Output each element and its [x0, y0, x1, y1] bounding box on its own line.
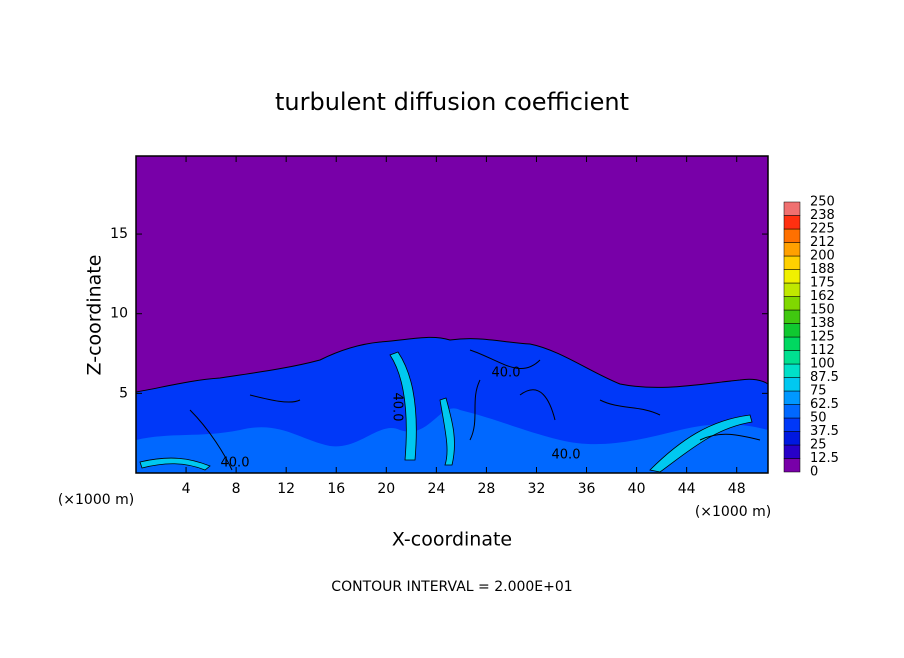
- contour-label: 40.0: [390, 393, 405, 422]
- colorbar-label: 50: [810, 411, 827, 426]
- colorbar-label: 0: [810, 465, 818, 480]
- x-unit: (×1000 m): [695, 504, 771, 520]
- x-axis-label: X-coordinate: [392, 529, 512, 551]
- contour-label: 40.0: [552, 448, 581, 463]
- x-tick-label: 24: [427, 481, 445, 497]
- x-tick-label: 36: [578, 481, 596, 497]
- y-tick-label: 5: [119, 385, 128, 401]
- colorbar-label: 62.5: [810, 397, 839, 412]
- x-tick-label: 32: [528, 481, 546, 497]
- chart-title: turbulent diffusion coefficient: [275, 88, 629, 116]
- colorbar-swatch: [783, 336, 801, 351]
- x-tick-label: 4: [182, 481, 191, 497]
- colorbar-label: 87.5: [810, 370, 839, 385]
- colorbar-swatch: [783, 242, 801, 257]
- plot-frame: [135, 155, 769, 474]
- colorbar-swatch: [783, 296, 801, 311]
- field: [135, 155, 769, 474]
- y-unit: (×1000 m): [58, 492, 134, 508]
- x-tick-label: 12: [277, 481, 295, 497]
- colorbar-swatch: [783, 377, 801, 392]
- colorbar-swatch: [783, 458, 801, 473]
- colorbar-label: 25: [810, 438, 827, 453]
- y-tick-label: 10: [110, 306, 128, 322]
- colorbar-label: 200: [810, 249, 835, 264]
- colorbar-label: 125: [810, 330, 835, 345]
- colorbar-swatch: [783, 363, 801, 378]
- contour-label: 40.0: [221, 456, 250, 471]
- colorbar-label: 100: [810, 357, 835, 372]
- y-tick-label: 15: [110, 226, 128, 242]
- x-tick-label: 48: [728, 481, 746, 497]
- colorbar-label: 175: [810, 276, 835, 291]
- contour-label: 40.0: [492, 366, 521, 381]
- colorbar-label: 188: [810, 262, 835, 277]
- colorbar-label: 112: [810, 343, 835, 358]
- x-tick-label: 16: [327, 481, 345, 497]
- x-tick-label: 44: [678, 481, 696, 497]
- colorbar-swatch: [783, 282, 801, 297]
- colorbar-swatch: [783, 350, 801, 365]
- colorbar-label: 138: [810, 316, 835, 331]
- colorbar-label: 225: [810, 222, 835, 237]
- colorbar-swatch: [783, 269, 801, 284]
- colorbar-label: 75: [810, 384, 827, 399]
- colorbar-label: 162: [810, 289, 835, 304]
- colorbar-swatch: [783, 390, 801, 405]
- colorbar-swatch: [783, 323, 801, 338]
- colorbar-swatch: [783, 201, 801, 216]
- x-tick-label: 40: [628, 481, 646, 497]
- colorbar-swatch: [783, 431, 801, 446]
- x-tick-label: 20: [377, 481, 395, 497]
- colorbar-swatch: [783, 444, 801, 459]
- contour-line: [189, 349, 761, 471]
- colorbar-label: 212: [810, 235, 835, 250]
- y-axis-label: Z-coordinate: [84, 255, 106, 376]
- colorbar-label: 12.5: [810, 451, 839, 466]
- colorbar-label: 250: [810, 195, 835, 210]
- footnote: CONTOUR INTERVAL = 2.000E+01: [331, 579, 572, 595]
- colorbar-swatch: [783, 309, 801, 324]
- colorbar-swatch: [783, 417, 801, 432]
- x-tick-label: 8: [232, 481, 241, 497]
- colorbar-swatch: [783, 228, 801, 243]
- x-tick-label: 28: [478, 481, 496, 497]
- colorbar-swatch: [783, 255, 801, 270]
- colorbar-swatch: [783, 215, 801, 230]
- colorbar-swatch: [783, 404, 801, 419]
- field-region: [139, 351, 753, 473]
- colorbar-label: 238: [810, 208, 835, 223]
- colorbar-label: 37.5: [810, 424, 839, 439]
- colorbar-label: 150: [810, 303, 835, 318]
